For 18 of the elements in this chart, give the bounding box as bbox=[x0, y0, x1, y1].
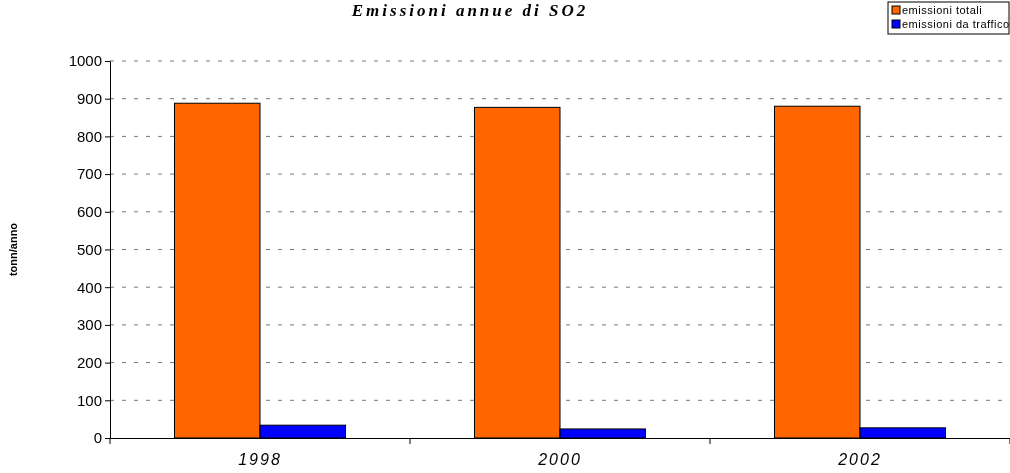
legend-label: emissioni da traffico bbox=[902, 18, 1010, 30]
y-tick-label: 100 bbox=[76, 391, 102, 409]
chart-title: Emissioni annue di SO2 bbox=[350, 1, 589, 20]
y-tick-label: 900 bbox=[76, 90, 102, 107]
x-tick-label: 1998 bbox=[238, 451, 282, 468]
y-tick-label: 200 bbox=[76, 353, 102, 371]
y-tick-label: 0 bbox=[93, 429, 102, 447]
y-tick-label: 500 bbox=[76, 240, 102, 258]
x-tick-label: 2000 bbox=[537, 451, 582, 468]
y-tick-label: 1000 bbox=[68, 52, 102, 70]
y-axis-title: tonn/anno bbox=[7, 222, 19, 277]
x-tick-label: 2002 bbox=[837, 451, 882, 468]
y-tick-label: 300 bbox=[76, 316, 102, 334]
y-tick-label: 700 bbox=[76, 165, 102, 183]
y-tick-label: 600 bbox=[76, 203, 102, 221]
y-tick-label: 800 bbox=[76, 127, 102, 145]
y-tick-label: 400 bbox=[76, 278, 102, 296]
legend-label: emissioni totali bbox=[902, 4, 983, 16]
